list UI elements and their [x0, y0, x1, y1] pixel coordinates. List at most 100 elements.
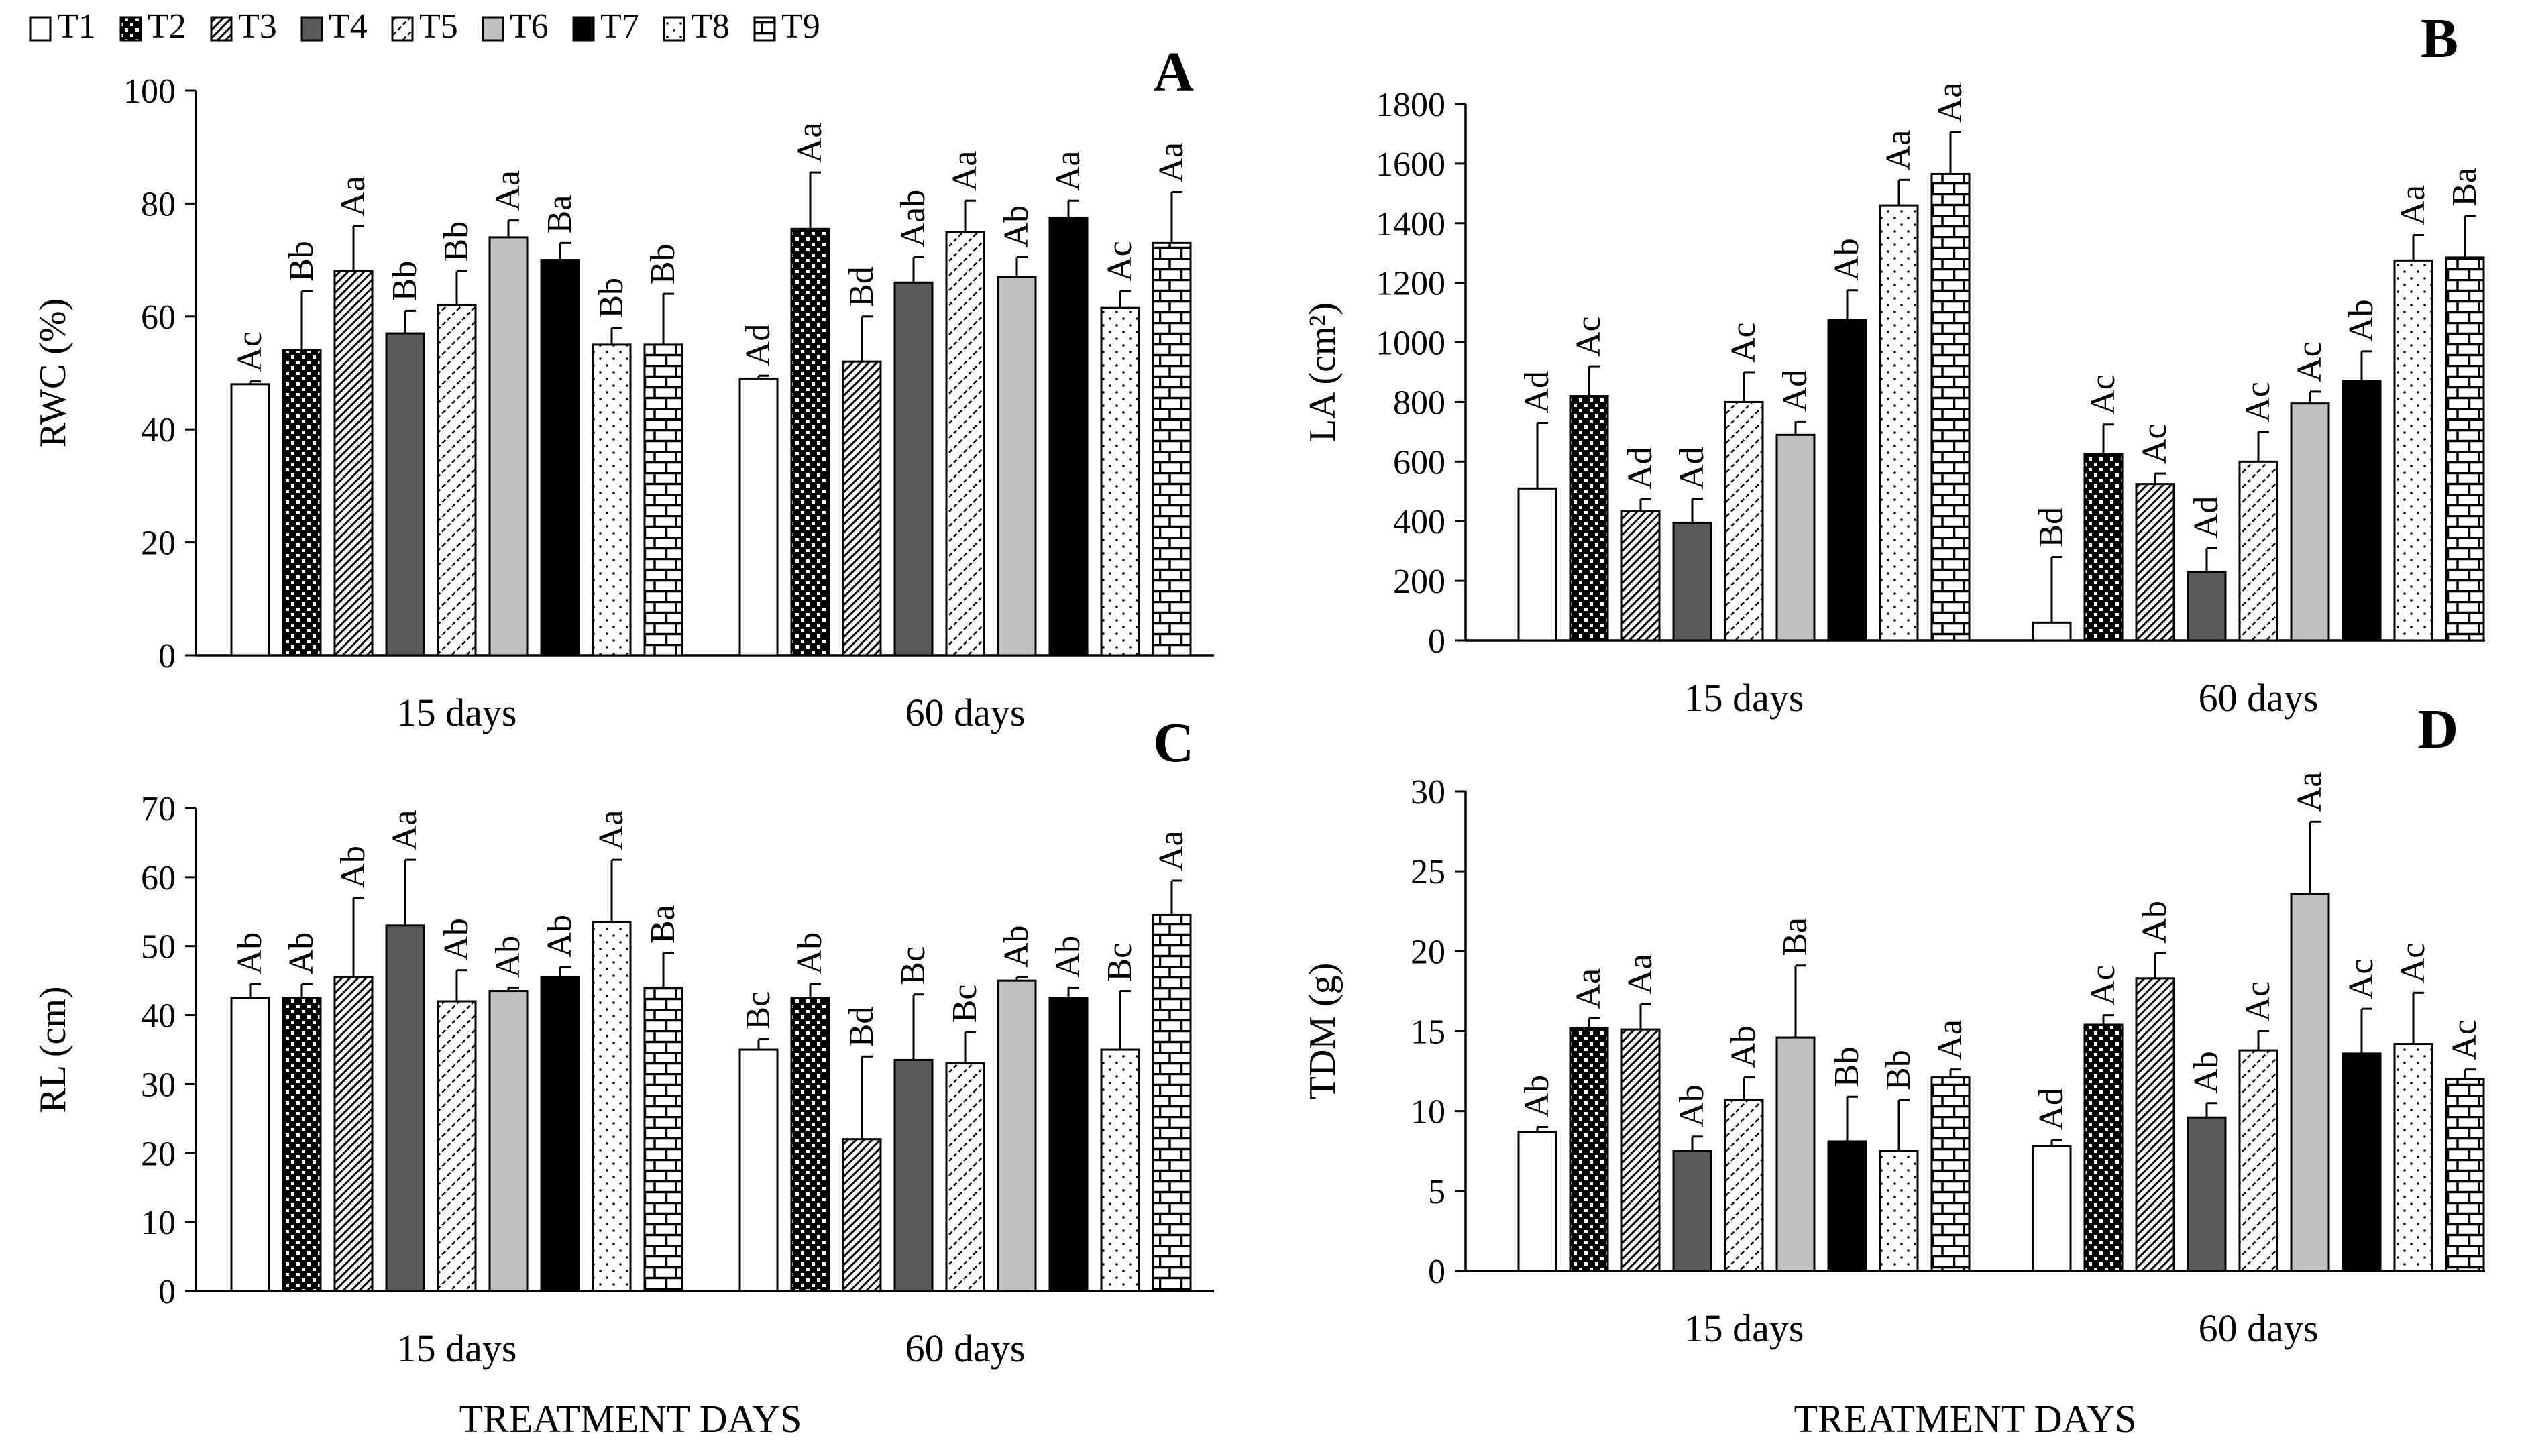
legend-swatch	[300, 16, 323, 42]
significance-label: Ab	[1828, 238, 1866, 281]
y-axis-label: LA (cm²)	[1302, 302, 1343, 442]
significance-label: Bb	[592, 278, 630, 319]
bar-t2	[1569, 395, 1609, 642]
significance-label: Aa	[1931, 82, 1969, 123]
significance-label: Ad	[1673, 447, 1711, 490]
legend-swatch	[753, 16, 776, 42]
bar-t9	[643, 343, 683, 657]
significance-label: Aa	[1152, 142, 1191, 183]
bar-t7	[2342, 1052, 2382, 1272]
bar-t9	[1152, 913, 1192, 1292]
bar-t5	[437, 1000, 477, 1292]
significance-label: Aa	[1931, 1019, 1969, 1060]
bar-t2	[790, 997, 830, 1292]
legend-swatch	[391, 16, 414, 42]
significance-label: Ac	[2342, 958, 2380, 999]
bar-t7	[1827, 319, 1867, 642]
y-tick-label: 25	[1411, 853, 1445, 891]
significance-label: Aa	[1621, 954, 1659, 995]
bar-t6	[997, 979, 1037, 1292]
significance-label: Ad	[1776, 370, 1814, 412]
significance-label: Aa	[2291, 772, 2329, 813]
significance-label: Ac	[2136, 423, 2174, 464]
bar-t3	[333, 270, 374, 657]
bar-t9	[2445, 1078, 2485, 1272]
legend-label: T6	[510, 7, 549, 46]
bar-t7	[1048, 216, 1089, 657]
bar-t6	[488, 990, 529, 1292]
significance-label: Ab	[1049, 936, 1087, 978]
y-tick-label: 600	[1393, 443, 1445, 482]
significance-label: Aa	[334, 176, 372, 217]
bar-t7	[2342, 380, 2382, 642]
significance-label: Ac	[1101, 241, 1139, 282]
legend-entry-t3: T3	[210, 7, 277, 46]
legend-label: T1	[57, 7, 96, 46]
bar-t5	[1724, 1099, 1764, 1272]
significance-label: Aa	[1152, 830, 1191, 871]
significance-label: Aa	[1879, 130, 1918, 171]
bar-t3	[2135, 977, 2175, 1272]
significance-label: Aa	[489, 170, 527, 211]
y-tick-label: 200	[1393, 563, 1445, 601]
legend-entry-t9: T9	[753, 7, 820, 46]
bar-t7	[1827, 1140, 1867, 1272]
legend-label: T8	[691, 7, 730, 46]
y-tick-label: 1200	[1376, 265, 1445, 303]
bar-t2	[282, 997, 322, 1292]
y-tick-label: 20	[141, 1135, 176, 1173]
significance-label: Ac	[1570, 316, 1608, 357]
y-tick-label: 1800	[1376, 86, 1445, 124]
y-tick-label: 20	[141, 524, 176, 563]
significance-label: Ab	[791, 932, 829, 975]
significance-label: Ab	[541, 915, 579, 958]
bar-t5	[1724, 400, 1764, 642]
y-tick-label: 1400	[1376, 205, 1445, 243]
significance-label: Bb	[1828, 1047, 1866, 1088]
bar-t3	[2135, 483, 2175, 642]
y-axis-label: RL (cm)	[32, 986, 74, 1113]
x-axis-title-left: TREATMENT DAYS	[459, 1397, 802, 1441]
y-tick-label: 0	[158, 637, 176, 675]
significance-label: Ac	[2445, 1019, 2484, 1060]
panel-C: 0 10 20 30 40 50 60 70 RL (cm) C 15 days 60 days Ab B…	[32, 712, 1214, 1370]
significance-label: Ab	[489, 936, 527, 978]
category-label: 15 days	[397, 1327, 517, 1370]
bar-t6	[1775, 433, 1816, 642]
significance-label: Bb	[644, 243, 682, 284]
significance-label: Ad	[739, 324, 777, 367]
y-axis-label: TDM (g)	[1302, 963, 1343, 1100]
significance-label: Bd	[842, 266, 881, 307]
y-tick-label: 0	[1428, 1253, 1445, 1291]
significance-label: Ab	[334, 846, 372, 889]
significance-label: Ab	[997, 925, 1036, 968]
bar-t1	[1517, 487, 1557, 642]
bar-t8	[1100, 1048, 1140, 1292]
bar-t6	[2290, 402, 2330, 642]
y-tick-label: 80	[141, 185, 176, 223]
panel-letter: D	[2417, 698, 2458, 761]
bar-t4	[1672, 1150, 1712, 1272]
bar-t9	[1930, 172, 1971, 642]
significance-label: Ad	[1518, 371, 1556, 414]
significance-label: Aab	[894, 190, 932, 248]
significance-label: Ab	[997, 205, 1036, 248]
category-label: 15 days	[1684, 676, 1804, 720]
significance-label: Aa	[791, 122, 829, 163]
bar-t8	[1879, 204, 1919, 642]
bar-t5	[945, 1062, 985, 1292]
legend-label: T2	[148, 7, 186, 46]
y-tick-label: 5	[1428, 1173, 1445, 1211]
significance-label: Aa	[2394, 185, 2432, 226]
legend-entry-t2: T2	[119, 7, 186, 46]
bar-t1	[738, 1048, 779, 1292]
significance-label: Bc	[1101, 943, 1139, 982]
panel-letter: A	[1153, 41, 1194, 103]
bar-t4	[385, 924, 425, 1292]
significance-label: Aa	[592, 810, 630, 851]
significance-label: Aa	[946, 151, 984, 192]
legend-label: T7	[600, 7, 639, 46]
category-label: 15 days	[1684, 1306, 1804, 1350]
bar-t3	[333, 976, 374, 1292]
significance-label: Bb	[1879, 1050, 1918, 1090]
